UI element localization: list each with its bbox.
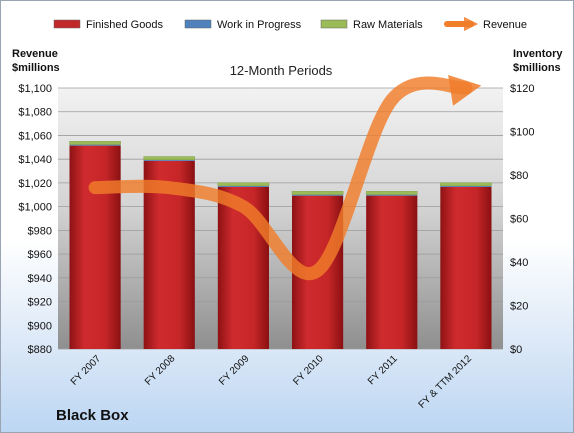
bar-work-in-progress xyxy=(291,194,344,196)
right-tick-label: $80 xyxy=(510,170,528,182)
right-axis-title: Inventory $millions xyxy=(513,47,563,75)
right-axis-title-line1: Inventory xyxy=(513,48,563,60)
left-axis-ticks: $880 $900 $920 $940 $960 $980 $1,000 $1,020 $1,0… xyxy=(18,83,52,356)
left-tick-label: $1,020 xyxy=(18,178,52,190)
right-tick-label: $60 xyxy=(510,214,528,226)
right-axis-ticks: $0 $20 $40 $60 $80 $100 $120 xyxy=(510,83,534,356)
bar-raw-materials xyxy=(291,191,344,195)
left-tick-label: $1,000 xyxy=(18,202,52,214)
chart-title: 12-Month Periods xyxy=(230,63,333,78)
legend-label: Revenue xyxy=(483,19,527,31)
bar-raw-materials xyxy=(69,141,121,145)
bar-raw-materials xyxy=(440,182,492,187)
plot-area xyxy=(58,88,503,349)
x-tick-label: FY 2007 xyxy=(69,353,104,388)
bar-raw-materials xyxy=(217,182,270,187)
revenue-series-line xyxy=(88,75,482,280)
bar-finished-goods xyxy=(366,195,418,349)
bar-finished-goods xyxy=(69,145,121,349)
x-tick-label: FY 2009 xyxy=(217,353,252,388)
revenue-line xyxy=(88,75,482,280)
left-axis-title: Revenue $millions xyxy=(12,47,60,75)
right-tick-label: $20 xyxy=(510,301,528,313)
right-tick-label: $40 xyxy=(510,257,528,269)
x-tick-label: FY 2011 xyxy=(366,353,400,387)
bar-work-in-progress xyxy=(440,185,492,187)
legend-swatch xyxy=(320,19,348,29)
right-tick-label: $0 xyxy=(510,344,522,356)
left-tick-label: $980 xyxy=(28,225,52,237)
left-tick-label: $920 xyxy=(28,297,52,309)
left-tick-label: $1,060 xyxy=(18,130,52,142)
right-axis-title-line2: $millions xyxy=(513,62,561,74)
legend-label: Raw Materials xyxy=(353,19,423,31)
right-tick-label: $120 xyxy=(510,83,534,95)
legend-swatch xyxy=(53,19,81,29)
left-tick-label: $940 xyxy=(28,273,52,285)
legend-label: Work in Progress xyxy=(217,19,302,31)
left-axis-title-line1: Revenue xyxy=(12,48,58,60)
left-tick-label: $880 xyxy=(28,344,52,356)
bar-raw-materials xyxy=(143,156,196,160)
bar-work-in-progress xyxy=(143,159,195,161)
bar-raw-materials xyxy=(365,191,418,195)
left-tick-label: $960 xyxy=(28,249,52,261)
x-tick-label: FY 2010 xyxy=(291,353,326,388)
left-tick-label: $1,100 xyxy=(18,83,52,95)
legend-swatch xyxy=(184,19,212,29)
legend: Finished Goods Work in Progress Raw Materi… xyxy=(53,16,527,32)
company-name: Black Box xyxy=(56,407,129,424)
bar-work-in-progress xyxy=(366,194,418,196)
x-tick-label: FY & TTM 2012 xyxy=(417,353,475,411)
left-tick-label: $1,040 xyxy=(18,154,52,166)
bar-finished-goods xyxy=(440,186,492,349)
x-tick-label: FY 2008 xyxy=(143,353,178,388)
left-tick-label: $900 xyxy=(28,320,52,332)
legend-label: Finished Goods xyxy=(86,19,164,31)
bar-work-in-progress xyxy=(217,185,270,187)
left-axis-title-line2: $millions xyxy=(12,62,60,74)
x-axis-ticks: FY 2007 FY 2008 FY 2009 FY 2010 FY 2011 FY & … xyxy=(69,353,475,411)
bar-work-in-progress xyxy=(69,144,121,146)
right-tick-label: $100 xyxy=(510,127,534,139)
left-tick-label: $1,080 xyxy=(18,107,52,119)
